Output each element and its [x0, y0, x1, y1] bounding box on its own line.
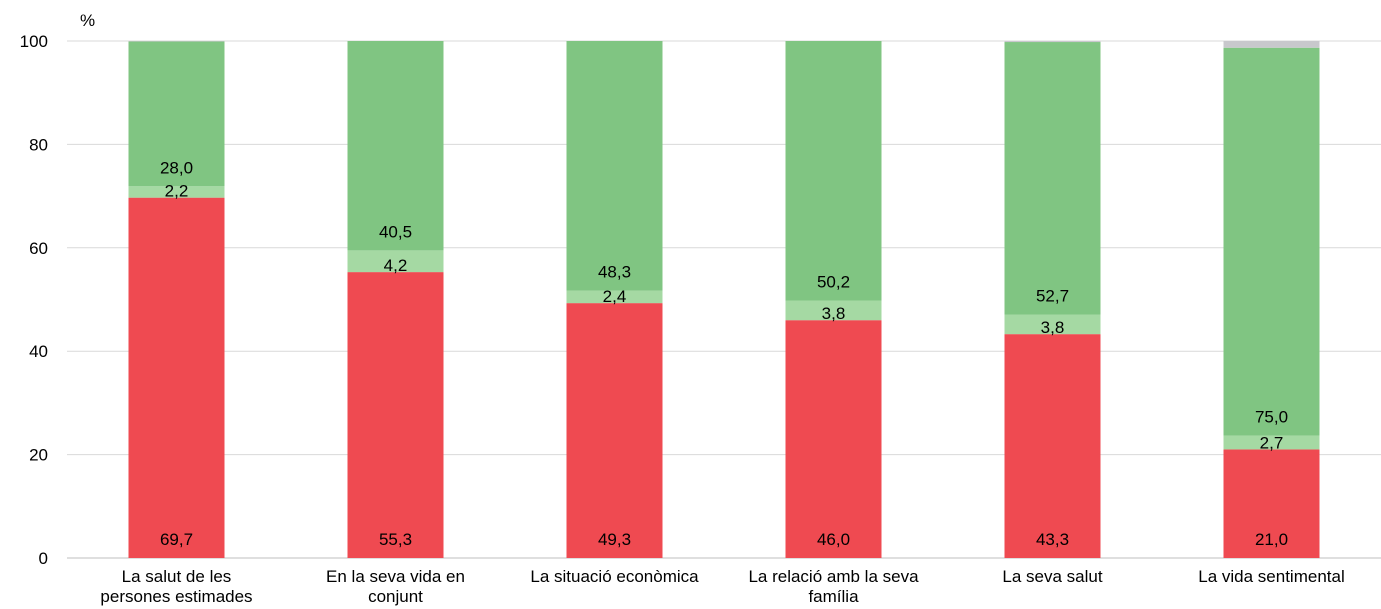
bar-segment: [785, 300, 882, 321]
bar-segment: [128, 41, 225, 187]
data-label: 46,0: [817, 530, 850, 549]
bar-segment: [1004, 41, 1101, 43]
data-label: 28,0: [160, 158, 193, 177]
y-tick-label: 40: [29, 342, 48, 361]
y-axis: 0 20 40 60 80 100: [20, 32, 48, 568]
x-tick-label: La relació amb la seva: [748, 567, 919, 586]
data-label: 55,3: [379, 530, 412, 549]
bar-segment: [1004, 42, 1101, 315]
bar-segment: [1223, 41, 1320, 48]
bar-segment: [566, 303, 663, 558]
x-tick-label: La situació econòmica: [530, 567, 699, 586]
data-label: 3,8: [822, 304, 846, 323]
bar-segment: [1004, 334, 1101, 558]
bar-stack: 55,3 4,2 40,5: [347, 41, 444, 558]
data-label: 43,3: [1036, 530, 1069, 549]
data-label: 49,3: [598, 530, 631, 549]
x-tick-label: La seva salut: [1002, 567, 1102, 586]
bar-segment: [128, 186, 225, 198]
bar-stack: 43,3 3,8 52,7: [1004, 41, 1101, 558]
data-label: 2,7: [1260, 433, 1284, 452]
data-label: 3,8: [1041, 318, 1065, 337]
bar-segment: [128, 41, 225, 42]
data-label: 21,0: [1255, 530, 1288, 549]
y-tick-label: 100: [20, 32, 48, 51]
bar-stack: 21,0 2,7 75,0: [1223, 41, 1320, 558]
data-label: 50,2: [817, 273, 850, 292]
bars: 69,7 2,2 28,0 55,3 4,2 40,5 49,3 2,4 48,3 46,0 3,8…: [128, 41, 1320, 558]
x-tick-label: En la seva vida en: [326, 567, 465, 586]
bar-segment: [1223, 47, 1320, 436]
y-tick-label: 0: [39, 549, 48, 568]
x-tick-label: família: [808, 587, 859, 606]
bar-segment: [566, 41, 663, 291]
data-label: 75,0: [1255, 407, 1288, 426]
bar-segment: [347, 250, 444, 273]
data-label: 40,5: [379, 222, 412, 241]
data-label: 69,7: [160, 530, 193, 549]
bar-segment: [1004, 314, 1101, 335]
x-tick-label: conjunt: [368, 587, 423, 606]
data-label: 2,2: [165, 182, 189, 201]
gridlines: [67, 40, 1381, 559]
bar-stack: 46,0 3,8 50,2: [785, 41, 882, 558]
bar-segment: [785, 41, 882, 301]
y-tick-label: 60: [29, 239, 48, 258]
x-tick-label: La vida sentimental: [1198, 567, 1344, 586]
y-unit-label: %: [80, 11, 95, 30]
data-label: 4,2: [384, 256, 408, 275]
bar-segment: [785, 320, 882, 558]
bar-segment: [347, 272, 444, 558]
bar-segment: [128, 197, 225, 558]
bar-segment: [347, 41, 444, 251]
bar-stack: 49,3 2,4 48,3: [566, 41, 663, 558]
x-tick-label: persones estimades: [100, 587, 252, 606]
data-label: 48,3: [598, 263, 631, 282]
bar-segment: [1223, 449, 1320, 558]
y-tick-label: 80: [29, 135, 48, 154]
bar-segment: [566, 290, 663, 304]
bar-segment: [1223, 435, 1320, 450]
y-tick-label: 20: [29, 446, 48, 465]
bar-stack: 69,7 2,2 28,0: [128, 41, 225, 558]
x-tick-label: La salut de les: [122, 567, 232, 586]
data-label: 52,7: [1036, 286, 1069, 305]
data-label: 2,4: [603, 287, 627, 306]
